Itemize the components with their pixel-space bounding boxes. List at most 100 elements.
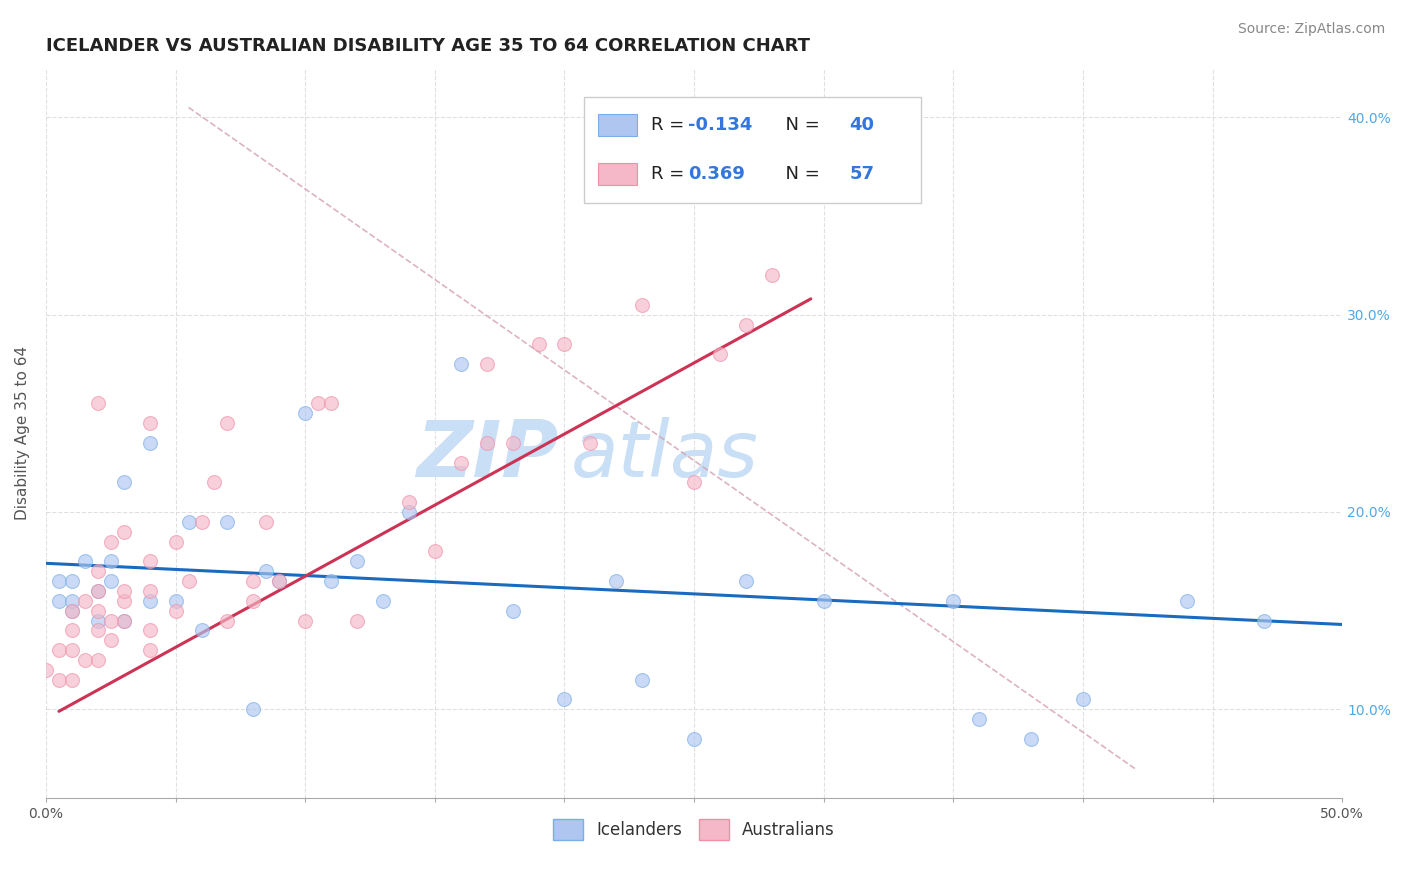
FancyBboxPatch shape xyxy=(583,97,921,203)
Point xyxy=(100,614,122,628)
Point xyxy=(138,583,160,598)
Point xyxy=(1253,614,1275,628)
Point xyxy=(371,594,394,608)
Point xyxy=(450,456,472,470)
Point xyxy=(217,614,239,628)
Point xyxy=(307,396,329,410)
Point xyxy=(35,663,58,677)
Point xyxy=(683,475,706,490)
Point xyxy=(112,583,135,598)
Point xyxy=(242,594,264,608)
Point xyxy=(527,337,550,351)
Point xyxy=(60,594,83,608)
Point xyxy=(60,643,83,657)
FancyBboxPatch shape xyxy=(598,114,637,136)
Point xyxy=(48,574,70,588)
Point xyxy=(138,594,160,608)
Text: N =: N = xyxy=(775,165,825,183)
Point xyxy=(242,574,264,588)
Point xyxy=(177,515,200,529)
Point xyxy=(631,298,654,312)
Point xyxy=(321,574,343,588)
Point xyxy=(138,624,160,638)
Point xyxy=(112,524,135,539)
Point xyxy=(254,564,277,578)
Point xyxy=(100,554,122,568)
Point xyxy=(294,406,316,420)
Text: ZIP: ZIP xyxy=(416,417,558,493)
Point xyxy=(242,702,264,716)
Legend: Icelanders, Australians: Icelanders, Australians xyxy=(548,814,841,845)
Point xyxy=(87,653,110,667)
Point xyxy=(112,614,135,628)
Point xyxy=(269,574,291,588)
Point xyxy=(735,318,758,332)
Point xyxy=(217,515,239,529)
Point xyxy=(73,554,96,568)
Point xyxy=(112,475,135,490)
Point xyxy=(294,614,316,628)
Point xyxy=(217,416,239,430)
Point xyxy=(398,505,420,519)
Text: R =: R = xyxy=(651,116,690,134)
Point xyxy=(138,416,160,430)
Point xyxy=(942,594,965,608)
Point xyxy=(73,653,96,667)
Point xyxy=(73,594,96,608)
Point xyxy=(502,604,524,618)
Text: atlas: atlas xyxy=(571,417,759,493)
Point xyxy=(60,624,83,638)
Point xyxy=(87,583,110,598)
Point xyxy=(87,604,110,618)
Point xyxy=(112,594,135,608)
Point xyxy=(450,357,472,371)
Point xyxy=(553,337,575,351)
Point xyxy=(346,614,368,628)
Point xyxy=(100,574,122,588)
Point xyxy=(969,712,991,726)
Point xyxy=(1019,731,1042,746)
Point xyxy=(87,624,110,638)
Point xyxy=(190,624,212,638)
Point xyxy=(579,436,602,450)
Point xyxy=(761,268,783,282)
Text: 40: 40 xyxy=(849,116,875,134)
Point xyxy=(138,436,160,450)
Point xyxy=(100,534,122,549)
Point xyxy=(553,692,575,706)
Text: ICELANDER VS AUSTRALIAN DISABILITY AGE 35 TO 64 CORRELATION CHART: ICELANDER VS AUSTRALIAN DISABILITY AGE 3… xyxy=(46,37,810,55)
Point xyxy=(735,574,758,588)
Point xyxy=(48,594,70,608)
Point xyxy=(60,673,83,687)
Point xyxy=(48,643,70,657)
FancyBboxPatch shape xyxy=(598,163,637,185)
Point xyxy=(709,347,731,361)
Point xyxy=(1071,692,1094,706)
Point xyxy=(165,534,187,549)
Text: Source: ZipAtlas.com: Source: ZipAtlas.com xyxy=(1237,22,1385,37)
Point xyxy=(631,673,654,687)
Point xyxy=(475,357,498,371)
Point xyxy=(346,554,368,568)
Point xyxy=(177,574,200,588)
Point xyxy=(204,475,226,490)
Text: -0.134: -0.134 xyxy=(688,116,752,134)
Point xyxy=(87,614,110,628)
Point xyxy=(138,554,160,568)
Point xyxy=(190,515,212,529)
Text: N =: N = xyxy=(775,116,825,134)
Point xyxy=(657,169,679,184)
Point xyxy=(475,436,498,450)
Point xyxy=(502,436,524,450)
Point xyxy=(165,604,187,618)
Text: 57: 57 xyxy=(849,165,875,183)
Point xyxy=(87,583,110,598)
Point xyxy=(87,396,110,410)
Y-axis label: Disability Age 35 to 64: Disability Age 35 to 64 xyxy=(15,346,30,520)
Point xyxy=(269,574,291,588)
Point xyxy=(423,544,446,558)
Point xyxy=(138,643,160,657)
Point xyxy=(1175,594,1198,608)
Point xyxy=(321,396,343,410)
Point xyxy=(87,564,110,578)
